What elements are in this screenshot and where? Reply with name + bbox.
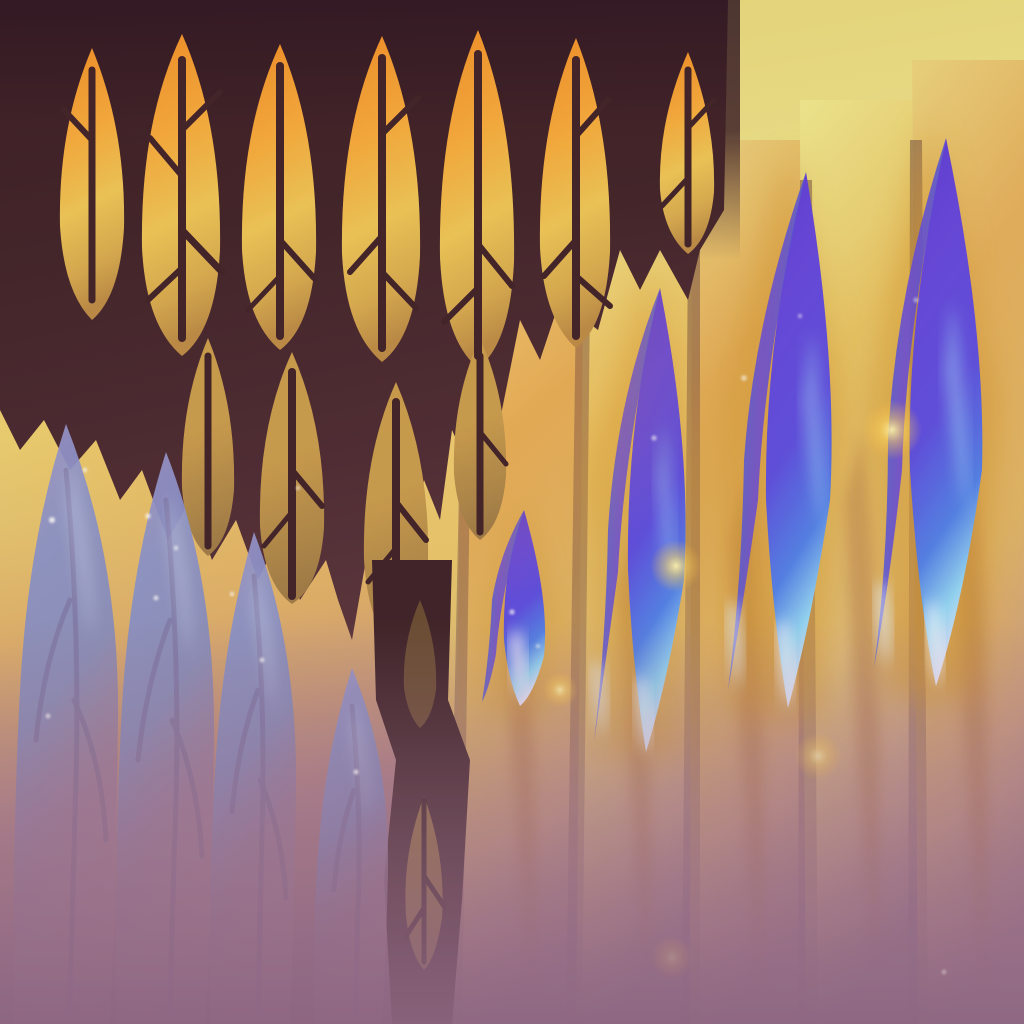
glow-spot (862, 400, 922, 460)
canopy-veins (61, 50, 717, 644)
vein (659, 175, 691, 209)
sparkle (741, 375, 747, 381)
vein (277, 237, 317, 281)
crystal-body-left-lobe (728, 172, 806, 690)
vein (441, 285, 481, 325)
vein (179, 89, 223, 133)
vein (573, 97, 611, 139)
crystal-highlight (944, 300, 968, 512)
vein (573, 273, 613, 309)
vein (393, 499, 429, 543)
sparkle (82, 467, 88, 473)
sparkle (296, 486, 300, 490)
vein (245, 273, 283, 313)
vein (347, 233, 385, 275)
sparkle (173, 545, 179, 551)
sparkle (45, 713, 51, 719)
vein (685, 97, 717, 131)
crystal-body (909, 138, 983, 686)
glow-spot (650, 540, 702, 592)
sparkles (45, 297, 947, 975)
vein (147, 135, 185, 179)
spire-facet (66, 460, 93, 640)
vein (475, 241, 515, 289)
sparkle (651, 435, 657, 441)
vein (477, 429, 509, 467)
vein (261, 509, 295, 549)
crystal-body-left-lobe (874, 138, 946, 668)
vein (145, 265, 185, 303)
crystal-body (765, 172, 832, 708)
vein (379, 95, 421, 137)
vein (178, 226, 226, 276)
crystal-highlight (802, 330, 824, 530)
sparkle (259, 657, 265, 663)
sparkle (536, 644, 540, 648)
sparkle (913, 297, 919, 303)
vein (289, 467, 325, 509)
vein (61, 107, 95, 143)
crystal-right-3 (868, 120, 998, 700)
vein (541, 237, 579, 279)
sparkle (797, 313, 803, 319)
sparkle (49, 517, 55, 523)
sparkle (353, 769, 359, 775)
floor-haze (0, 620, 1024, 1024)
spire-facet (166, 490, 191, 660)
sparkle (145, 513, 151, 519)
vein (379, 269, 419, 311)
sparkle (229, 591, 235, 597)
sparkle (153, 595, 159, 601)
crystal-right-2 (712, 150, 846, 720)
sparkle (509, 609, 515, 615)
sparkle (941, 969, 947, 975)
